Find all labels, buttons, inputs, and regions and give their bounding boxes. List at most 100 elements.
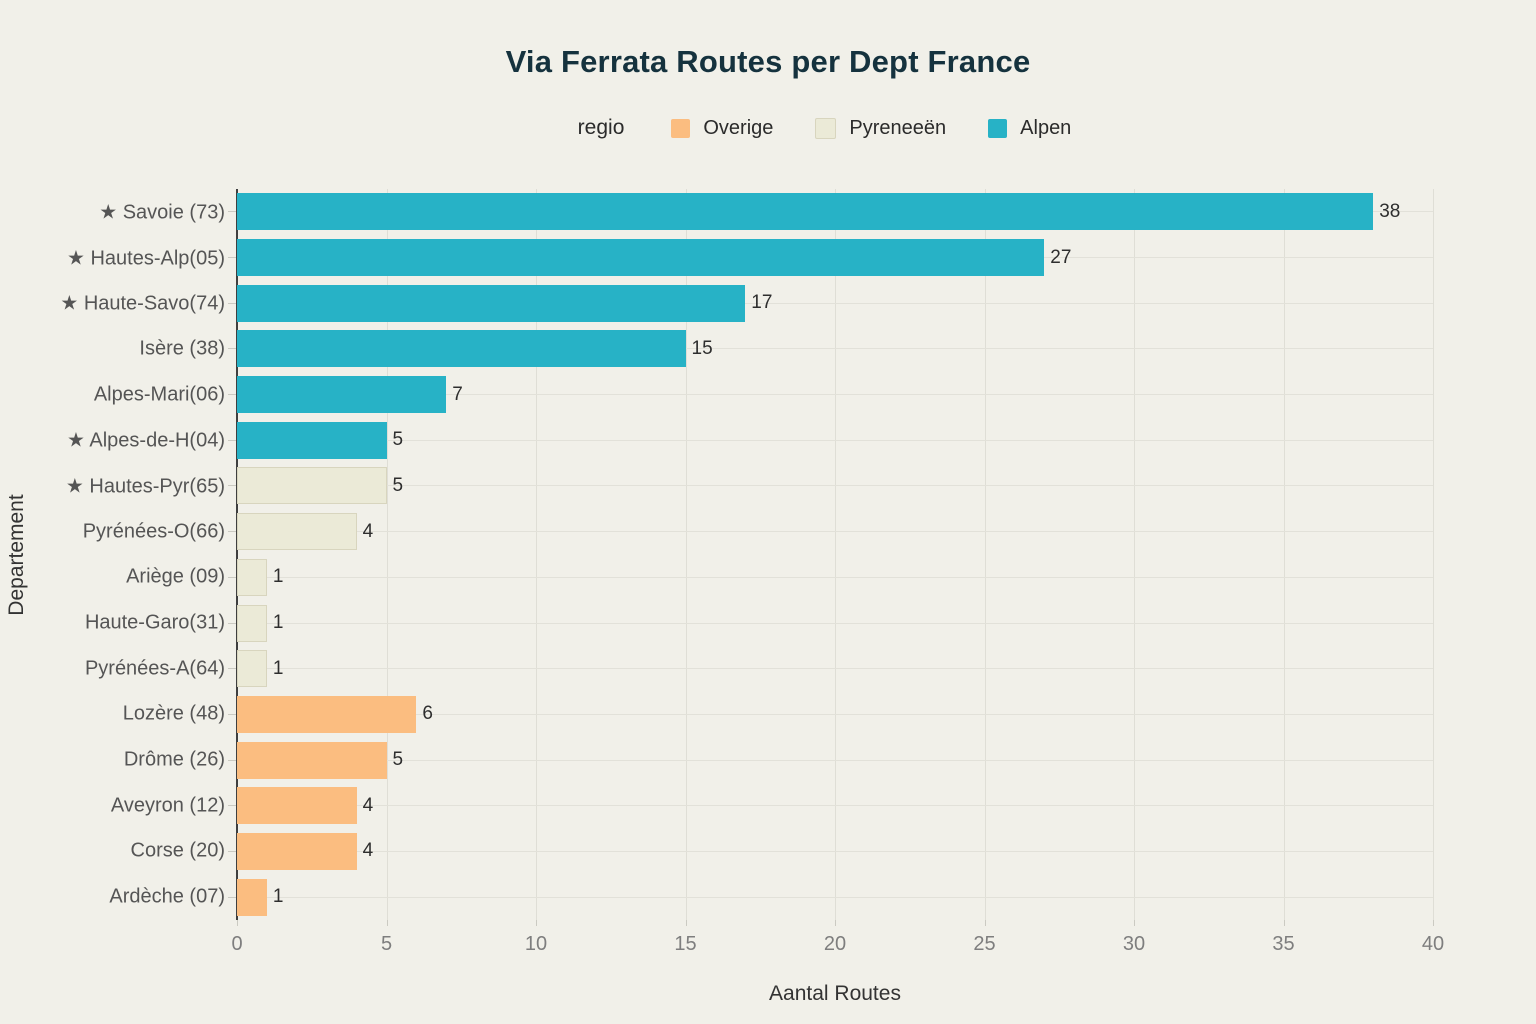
y-category-label-haute-garo-31: Haute-Garo(31) <box>84 611 225 634</box>
x-tick-mark <box>237 920 238 926</box>
x-tick-mark <box>685 920 687 926</box>
y-category-label-alpes-mari-06: Alpes-Mari(06) <box>93 383 225 406</box>
bar-value-label: 4 <box>362 840 374 862</box>
legend-title: regio <box>577 116 625 139</box>
y-category-label-hautes-alp-05: ★ Hautes-Alp(05) <box>67 247 225 270</box>
bar-haute-savo-74[interactable] <box>237 284 746 322</box>
bar-loz-re-48[interactable] <box>237 695 417 733</box>
bar-value-label: 6 <box>422 703 433 725</box>
legend-item-label: Overige <box>703 116 774 139</box>
y-tick-mark <box>228 622 236 624</box>
bar-haute-garo-31[interactable] <box>237 604 267 642</box>
y-category-label-aveyron-12: Aveyron (12) <box>110 794 225 817</box>
bar-is-re-38[interactable] <box>237 330 686 368</box>
y-tick-mark <box>228 485 236 487</box>
y-category-label-hautes-pyr-65: ★ Hautes-Pyr(65) <box>65 475 225 498</box>
legend-swatch-icon <box>671 118 691 138</box>
bar-hautes-pyr-65[interactable] <box>237 467 387 505</box>
x-tick-mark <box>536 920 537 926</box>
gridline-horizontal <box>237 713 1433 715</box>
x-tick-label: 35 <box>1272 933 1295 955</box>
bar-value-label: 5 <box>392 474 404 496</box>
legend-item-overige[interactable]: Overige <box>671 117 773 140</box>
x-tick-mark <box>1433 920 1434 926</box>
gridline-vertical <box>386 189 388 920</box>
y-tick-mark <box>228 211 236 213</box>
legend-item-pyrenee-n[interactable]: Pyreneeën <box>815 117 946 140</box>
x-tick-label: 0 <box>231 933 243 955</box>
bar-value-label: 1 <box>272 657 284 679</box>
bar-value-label: 27 <box>1050 246 1072 268</box>
y-tick-mark <box>228 759 236 761</box>
bar-hautes-alp-05[interactable] <box>237 239 1045 277</box>
x-tick-label: 20 <box>823 933 847 955</box>
gridline-vertical <box>685 189 687 920</box>
bar-value-label: 5 <box>392 429 404 451</box>
y-tick-mark <box>228 668 236 670</box>
bar-alpes-mari-06[interactable] <box>237 376 447 414</box>
bar-value-label: 7 <box>452 383 463 405</box>
gridline-vertical <box>835 189 836 920</box>
gridline-horizontal <box>237 850 1433 852</box>
bar-ari-ge-09[interactable] <box>237 558 267 596</box>
bar-aveyron-12[interactable] <box>237 787 357 825</box>
bar-value-label: 15 <box>691 337 713 359</box>
x-tick-mark <box>984 920 986 926</box>
gridline-horizontal <box>237 531 1433 533</box>
gridline-vertical <box>1134 189 1135 920</box>
bar-ard-che-07[interactable] <box>237 878 267 916</box>
bar-dr-me-26[interactable] <box>237 741 387 779</box>
bar-value-label: 17 <box>751 292 773 314</box>
gridline-horizontal <box>237 576 1433 578</box>
gridline-horizontal <box>237 622 1433 624</box>
gridline-horizontal <box>237 805 1433 807</box>
y-axis-line <box>236 189 238 920</box>
y-category-label-dr-me-26: Drôme (26) <box>123 748 225 771</box>
y-tick-mark <box>228 713 236 715</box>
y-category-label-savoie-73: ★ Savoie (73) <box>99 201 225 224</box>
legend: regio Overige Pyreneeën Alpen <box>237 116 1433 140</box>
y-tick-mark <box>228 531 236 533</box>
y-tick-mark <box>228 850 236 852</box>
y-category-label-loz-re-48: Lozère (48) <box>122 702 225 725</box>
y-category-label-ari-ge-09: Ariège (09) <box>126 565 225 588</box>
bar-value-label: 1 <box>272 612 284 634</box>
y-tick-mark <box>228 896 236 898</box>
y-tick-mark <box>228 348 236 350</box>
bar-value-label: 4 <box>362 520 374 542</box>
x-tick-label: 5 <box>380 933 393 955</box>
bar-value-label: 4 <box>362 794 374 816</box>
y-category-label-is-re-38: Isère (38) <box>139 337 225 360</box>
y-tick-mark <box>228 805 236 807</box>
bar-pyr-n-es-a-64[interactable] <box>237 650 267 688</box>
x-tick-mark <box>1283 920 1285 926</box>
x-axis-title: Aantal Routes <box>769 982 901 1005</box>
x-tick-label: 15 <box>674 933 697 955</box>
gridline-horizontal <box>237 759 1433 761</box>
gridline-horizontal <box>237 302 1433 304</box>
bar-value-label: 1 <box>272 566 284 588</box>
gridline-horizontal <box>237 439 1433 441</box>
chart-title: Via Ferrata Routes per Dept France <box>505 44 1031 79</box>
bar-corse-20[interactable] <box>237 832 357 870</box>
x-tick-label: 40 <box>1421 933 1445 955</box>
x-tick-mark <box>835 920 836 926</box>
y-category-label-pyr-n-es-a-64: Pyrénées-A(64) <box>84 657 225 680</box>
gridline-vertical <box>536 189 537 920</box>
y-category-label-ard-che-07: Ardèche (07) <box>109 885 225 908</box>
y-tick-mark <box>228 439 236 441</box>
y-category-label-corse-20: Corse (20) <box>130 839 225 862</box>
legend-item-label: Pyreneeën <box>849 116 947 139</box>
x-tick-mark <box>1134 920 1135 926</box>
legend-item-alpen[interactable]: Alpen <box>988 117 1071 140</box>
bar-alpes-de-h-04[interactable] <box>237 421 387 459</box>
plot-area: 0 5 10 15 20 25 30 35 40 38 27 17 15 7 5 5 4 1 1 1 6 5 4 4 1 <box>231 189 1444 955</box>
bar-pyr-n-es-o-66[interactable] <box>237 513 357 551</box>
gridline-horizontal <box>237 896 1433 898</box>
gridline-horizontal <box>237 394 1433 396</box>
bar-savoie-73[interactable] <box>237 193 1374 231</box>
y-tick-mark <box>228 257 236 259</box>
gridline-horizontal <box>237 668 1433 670</box>
y-tick-mark <box>228 394 236 396</box>
